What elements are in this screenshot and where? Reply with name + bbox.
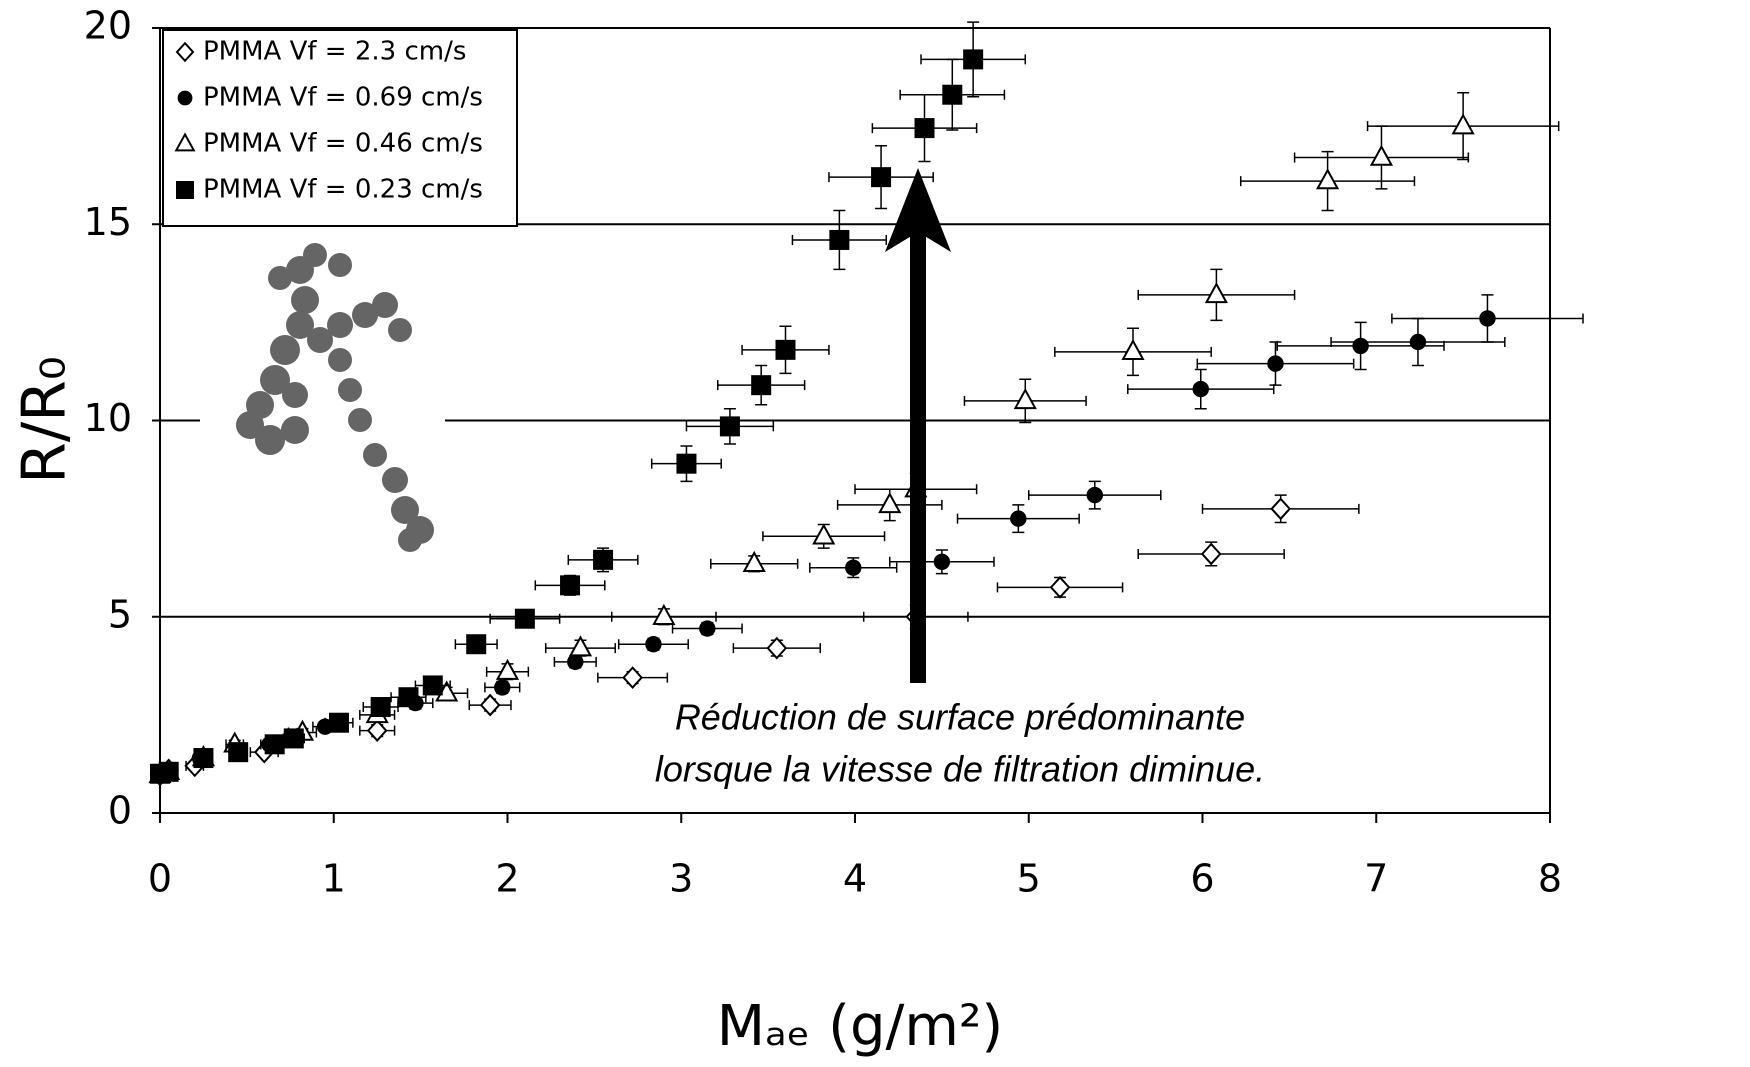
x-tick-label: 4 bbox=[843, 857, 867, 901]
x-tick-label: 6 bbox=[1190, 857, 1214, 901]
legend-label: PMMA Vf = 0.23 cm/s bbox=[203, 175, 483, 205]
point bbox=[676, 453, 697, 474]
point bbox=[466, 634, 487, 655]
y-tick-label: 5 bbox=[108, 592, 132, 636]
point bbox=[228, 742, 249, 763]
point bbox=[1369, 144, 1394, 166]
point bbox=[366, 719, 388, 742]
x-tick-label: 5 bbox=[1017, 857, 1041, 901]
legend-label: PMMA Vf = 0.46 cm/s bbox=[203, 129, 483, 159]
point bbox=[494, 679, 511, 696]
point bbox=[933, 553, 951, 570]
point bbox=[370, 697, 391, 718]
plot-frame: 0 5 10 15 20 0 1 2 3 4 5 6 7 8 bbox=[84, 4, 1562, 901]
point bbox=[829, 229, 850, 250]
legend-marker bbox=[176, 181, 194, 199]
x-tick-label: 1 bbox=[322, 857, 346, 901]
point bbox=[645, 636, 662, 653]
point bbox=[652, 603, 676, 625]
point bbox=[1479, 310, 1496, 327]
point bbox=[479, 693, 501, 717]
point bbox=[751, 375, 772, 396]
legend-marker bbox=[177, 90, 193, 106]
x-tick-label: 0 bbox=[148, 857, 172, 901]
point bbox=[878, 492, 902, 514]
point bbox=[193, 748, 214, 769]
aggregate-illustration bbox=[200, 243, 445, 570]
y-tick-label: 10 bbox=[84, 396, 132, 440]
point bbox=[845, 559, 862, 576]
point bbox=[1010, 510, 1027, 527]
point bbox=[328, 712, 349, 733]
point bbox=[593, 549, 614, 570]
point bbox=[1267, 355, 1284, 372]
point bbox=[567, 653, 584, 671]
point bbox=[622, 666, 643, 689]
annotation: lorsque la vitesse de filtration diminue… bbox=[655, 749, 1265, 790]
point bbox=[1316, 168, 1340, 190]
point bbox=[1409, 333, 1427, 351]
point bbox=[560, 575, 581, 596]
point bbox=[1192, 380, 1209, 398]
point bbox=[1204, 282, 1228, 304]
point bbox=[1451, 113, 1475, 135]
point bbox=[719, 416, 740, 437]
arrow bbox=[885, 168, 951, 683]
x-tick-label: 7 bbox=[1364, 857, 1388, 901]
legend-label: PMMA Vf = 2.3 cm/s bbox=[203, 37, 466, 67]
point bbox=[283, 728, 304, 749]
point bbox=[871, 167, 892, 188]
point bbox=[1352, 337, 1369, 355]
legend-marker bbox=[175, 41, 195, 63]
legend-marker bbox=[174, 132, 196, 152]
point bbox=[766, 636, 788, 660]
y-tick-label: 15 bbox=[84, 200, 132, 244]
x-tick-label: 8 bbox=[1538, 857, 1562, 901]
point bbox=[742, 550, 766, 572]
point bbox=[775, 339, 796, 360]
x-tick-label: 2 bbox=[495, 857, 519, 901]
point bbox=[495, 658, 520, 680]
point bbox=[1121, 338, 1145, 361]
point bbox=[422, 675, 443, 696]
data-layer bbox=[148, 21, 1584, 787]
annotation: Réduction de surface prédominante bbox=[675, 697, 1245, 738]
point bbox=[1086, 486, 1103, 504]
point bbox=[812, 523, 836, 545]
y-tick-label: 20 bbox=[84, 4, 132, 48]
point bbox=[1270, 497, 1292, 521]
point bbox=[942, 84, 963, 105]
point bbox=[264, 734, 285, 755]
legend-box bbox=[162, 29, 518, 227]
point bbox=[568, 635, 593, 657]
point bbox=[914, 118, 935, 139]
point bbox=[514, 608, 535, 629]
point bbox=[158, 761, 179, 782]
x-tick-label: 3 bbox=[669, 857, 693, 901]
point bbox=[963, 49, 984, 70]
y-tick-label: 0 bbox=[108, 789, 132, 833]
legend-label: PMMA Vf = 0.69 cm/s bbox=[203, 83, 483, 113]
point bbox=[699, 620, 716, 637]
legend: PMMA Vf = 2.3 cm/s PMMA Vf = 0.69 cm/s PMM… bbox=[162, 29, 518, 227]
point bbox=[1013, 387, 1037, 410]
point bbox=[1049, 575, 1071, 599]
point bbox=[1200, 542, 1222, 566]
point bbox=[398, 687, 419, 708]
y-axis-label: R/R₀ bbox=[10, 356, 80, 484]
x-axis-label: Mₐₑ (g/m²) bbox=[717, 994, 1004, 1059]
